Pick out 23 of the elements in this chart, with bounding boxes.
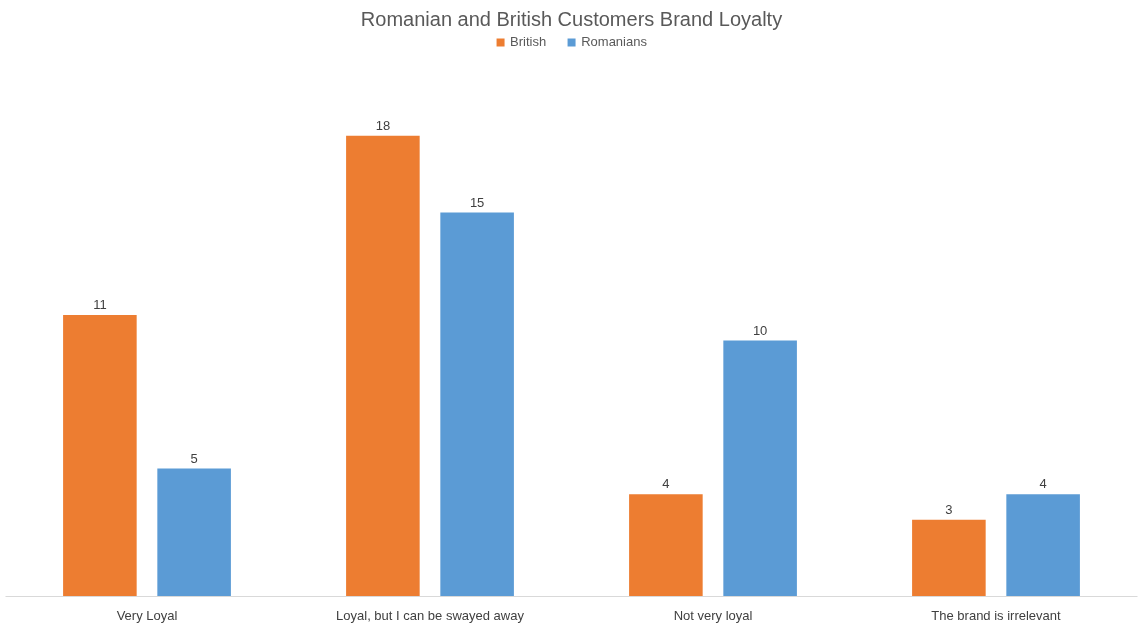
bar	[723, 340, 797, 597]
data-label: 5	[190, 450, 198, 466]
x-tick-label: Loyal, but I can be swayed away	[336, 607, 525, 623]
bar	[912, 519, 986, 597]
bar	[1006, 494, 1080, 597]
x-tick-label: The brand is irrelevant	[931, 607, 1062, 623]
chart-title: Romanian and British Customers Brand Loyalty	[360, 7, 783, 30]
data-label: 11	[93, 296, 107, 312]
bar	[157, 468, 231, 597]
data-label: 15	[469, 194, 485, 210]
x-tick-label: Very Loyal	[116, 607, 178, 623]
bar	[629, 494, 703, 597]
data-label: 18	[375, 117, 391, 133]
legend-label: British	[510, 34, 547, 49]
data-label: 10	[752, 322, 768, 338]
legend-label: Romanians	[581, 34, 647, 49]
data-label: 4	[662, 476, 670, 492]
x-tick-label: Not very loyal	[673, 607, 753, 623]
bar	[346, 135, 420, 597]
data-label: 4	[1039, 476, 1047, 492]
data-label: 3	[945, 501, 953, 517]
bar	[440, 212, 514, 597]
bar	[63, 314, 137, 597]
